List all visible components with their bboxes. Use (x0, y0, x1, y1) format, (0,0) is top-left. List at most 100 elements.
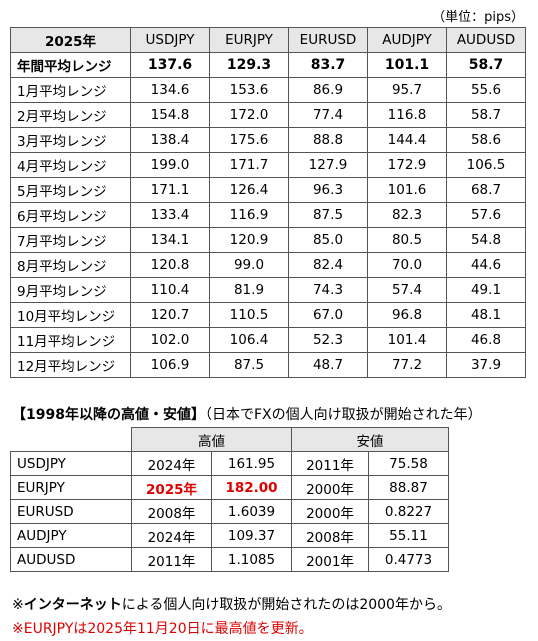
range-value: 49.1 (446, 277, 526, 303)
row-label: 5月平均レンジ (10, 177, 131, 203)
row-label: 1月平均レンジ (10, 77, 131, 103)
range-value: 44.6 (446, 252, 526, 278)
range-value: 86.9 (288, 77, 368, 103)
range-value: 171.7 (209, 152, 289, 178)
high-value: 109.37 (211, 523, 292, 548)
range-value: 120.8 (130, 252, 210, 278)
high-low-row: AUDJPY 2024年 109.37 2008年 55.11 (10, 523, 449, 548)
range-value: 58.6 (446, 127, 526, 153)
pair-header-eurusd: EURUSD (288, 27, 368, 53)
empty-corner (10, 427, 132, 452)
range-value: 99.0 (209, 252, 289, 278)
month-row: 5月平均レンジ 171.1 126.4 96.3 101.6 68.7 (10, 177, 526, 203)
range-value: 120.9 (209, 227, 289, 253)
high-value: 1.1085 (211, 547, 292, 572)
low-year: 2001年 (291, 547, 369, 572)
high-value: 161.95 (211, 451, 292, 476)
note-mark: ※ (12, 597, 24, 613)
range-value: 138.4 (130, 127, 210, 153)
range-value: 83.7 (288, 52, 368, 78)
month-row: 2月平均レンジ 154.8 172.0 77.4 116.8 58.7 (10, 102, 526, 128)
low-value: 88.87 (368, 475, 449, 500)
high-low-title: 【1998年以降の高値・安値】 (12, 407, 205, 423)
range-value: 106.9 (130, 352, 210, 378)
range-value: 110.5 (209, 302, 289, 328)
high-low-row: USDJPY 2024年 161.95 2011年 75.58 (10, 451, 449, 476)
row-label: 7月平均レンジ (10, 227, 131, 253)
month-row: 9月平均レンジ 110.4 81.9 74.3 57.4 49.1 (10, 277, 526, 303)
month-row: 7月平均レンジ 134.1 120.9 85.0 80.5 54.8 (10, 227, 526, 253)
range-value: 74.3 (288, 277, 368, 303)
range-value: 120.7 (130, 302, 210, 328)
range-value: 126.4 (209, 177, 289, 203)
low-value: 55.11 (368, 523, 449, 548)
row-label: 年間平均レンジ (10, 52, 131, 78)
range-value: 144.4 (367, 127, 447, 153)
range-value: 80.5 (367, 227, 447, 253)
pair-name: EURJPY (10, 475, 132, 500)
low-year: 2000年 (291, 475, 369, 500)
range-value: 106.5 (446, 152, 526, 178)
range-value: 88.8 (288, 127, 368, 153)
row-label: 9月平均レンジ (10, 277, 131, 303)
low-value: 0.8227 (368, 499, 449, 524)
high-header: 高値 (131, 427, 292, 452)
range-value: 67.0 (288, 302, 368, 328)
range-value: 57.4 (367, 277, 447, 303)
pair-header-eurjpy: EURJPY (209, 27, 289, 53)
range-value: 133.4 (130, 202, 210, 228)
pair-name: EURUSD (10, 499, 132, 524)
low-year: 2008年 (291, 523, 369, 548)
range-value: 48.7 (288, 352, 368, 378)
high-low-title-note: （日本でFXの個人向け取扱が開始された年） (204, 407, 482, 423)
range-value: 58.7 (446, 102, 526, 128)
range-value: 46.8 (446, 327, 526, 353)
range-value: 58.7 (446, 52, 526, 78)
high-low-row: AUDUSD 2011年 1.1085 2001年 0.4773 (10, 547, 449, 572)
range-value: 106.4 (209, 327, 289, 353)
high-year: 2024年 (131, 523, 212, 548)
month-row: 3月平均レンジ 138.4 175.6 88.8 144.4 58.6 (10, 127, 526, 153)
high-value: 1.6039 (211, 499, 292, 524)
month-row: 1月平均レンジ 134.6 153.6 86.9 95.7 55.6 (10, 77, 526, 103)
pair-header-audjpy: AUDJPY (367, 27, 447, 53)
high-low-row: EURUSD 2008年 1.6039 2000年 0.8227 (10, 499, 449, 524)
high-year: 2008年 (131, 499, 212, 524)
high-year: 2011年 (131, 547, 212, 572)
row-label: 11月平均レンジ (10, 327, 131, 353)
range-value: 101.6 (367, 177, 447, 203)
range-value: 95.7 (367, 77, 447, 103)
low-value: 0.4773 (368, 547, 449, 572)
range-value: 82.3 (367, 202, 447, 228)
range-value: 54.8 (446, 227, 526, 253)
row-label: 12月平均レンジ (10, 352, 131, 378)
high-year: 2024年 (131, 451, 212, 476)
high-year: 2025年 (131, 475, 212, 500)
range-value: 96.8 (367, 302, 447, 328)
note-internet-bold: インターネット (23, 597, 122, 613)
high-low-header-row: 高値 安値 (10, 427, 449, 452)
row-label: 6月平均レンジ (10, 202, 131, 228)
range-value: 110.4 (130, 277, 210, 303)
row-label: 2月平均レンジ (10, 102, 131, 128)
range-value: 154.8 (130, 102, 210, 128)
range-value: 134.1 (130, 227, 210, 253)
range-value: 199.0 (130, 152, 210, 178)
row-label: 3月平均レンジ (10, 127, 131, 153)
high-value: 182.00 (211, 475, 292, 500)
range-value: 82.4 (288, 252, 368, 278)
range-value: 87.5 (288, 202, 368, 228)
low-value: 75.58 (368, 451, 449, 476)
pair-name: AUDUSD (10, 547, 132, 572)
range-value: 48.1 (446, 302, 526, 328)
range-value: 172.9 (367, 152, 447, 178)
range-value: 171.1 (130, 177, 210, 203)
range-value: 55.6 (446, 77, 526, 103)
note-internet-rest: による個人向け取扱が開始されたのは2000年から。 (121, 597, 451, 613)
pair-header-audusd: AUDUSD (446, 27, 526, 53)
high-low-row: EURJPY 2025年 182.00 2000年 88.87 (10, 475, 449, 500)
range-value: 175.6 (209, 127, 289, 153)
range-value: 77.2 (367, 352, 447, 378)
range-value: 57.6 (446, 202, 526, 228)
